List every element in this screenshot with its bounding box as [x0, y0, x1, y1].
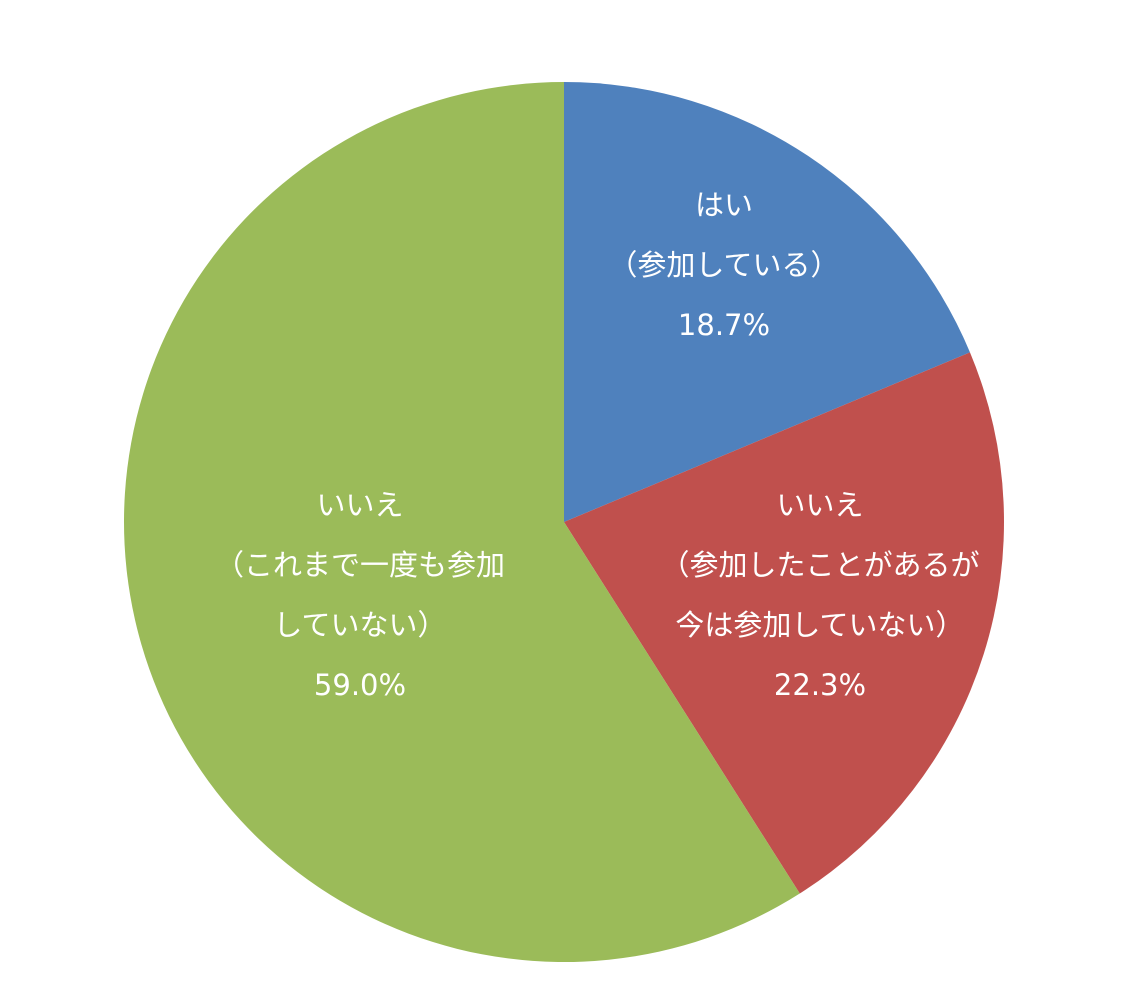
slice-label: いいえ	[316, 488, 403, 522]
slice-label: （参加したことがあるが	[660, 548, 979, 582]
value-label: 18.7%	[678, 308, 770, 342]
slice-label: 今は参加していない）	[675, 608, 964, 642]
value-label: 59.0%	[314, 668, 406, 702]
value-label: 22.3%	[774, 668, 866, 702]
slice-label: はい	[695, 188, 753, 222]
slice-label: いいえ	[776, 488, 863, 522]
slice-label: していない）	[273, 608, 446, 642]
pie-slice	[123, 82, 800, 962]
pie-slice	[564, 82, 970, 522]
slice-label: （これまで一度も参加	[215, 548, 505, 582]
slice-label: （参加している）	[608, 248, 839, 282]
pie-slice	[564, 352, 1004, 894]
